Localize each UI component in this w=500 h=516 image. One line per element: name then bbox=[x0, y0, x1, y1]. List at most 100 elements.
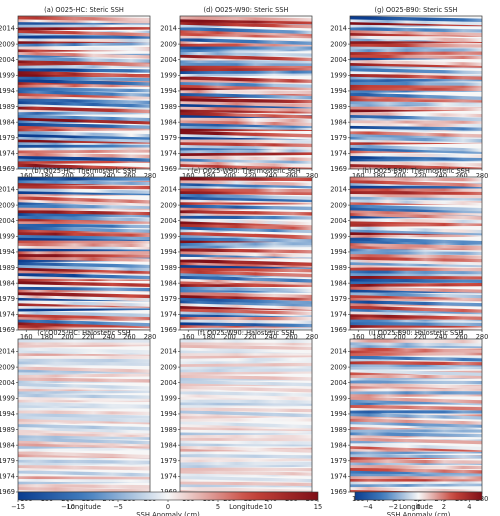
heatmap-band bbox=[350, 152, 482, 159]
panel-d: (d) O025-W90: Steric SSH 1969 1974 1979 1984… bbox=[160, 6, 318, 180]
y-tick-label: 2014 bbox=[160, 25, 177, 33]
heatmap-band bbox=[180, 21, 312, 29]
x-tick-label: 280 bbox=[476, 172, 489, 180]
heatmap-band bbox=[180, 76, 312, 83]
y-tick-label: 1979 bbox=[0, 134, 15, 142]
heatmap-band bbox=[18, 437, 150, 445]
heatmap-band bbox=[18, 486, 150, 492]
x-tick-label: 160 bbox=[352, 333, 365, 341]
x-axis-label: Longitude bbox=[67, 503, 101, 511]
y-tick-label: 2009 bbox=[330, 363, 347, 371]
heatmap-band bbox=[350, 253, 482, 259]
x-tick-label: 220 bbox=[414, 333, 427, 341]
heatmap-band bbox=[350, 48, 482, 53]
heatmap-band bbox=[180, 149, 312, 154]
heatmap-band bbox=[18, 267, 150, 274]
heatmap-band bbox=[180, 133, 312, 140]
heatmap-band bbox=[18, 78, 150, 86]
y-tick-label: 1999 bbox=[0, 72, 15, 80]
heatmap-band bbox=[180, 32, 312, 39]
heatmap-band bbox=[18, 401, 150, 409]
heatmap-band bbox=[350, 43, 482, 48]
panel-title: (e) O025-W90: Thermosteric SSH bbox=[191, 167, 300, 175]
panel-title: (g) O025-B90: Steric SSH bbox=[375, 6, 458, 14]
y-tick-label: 1974 bbox=[330, 473, 347, 481]
panel-g: (g) O025-B90: Steric SSH 1969 1974 1979 1984… bbox=[330, 6, 488, 180]
colorbar-bar bbox=[17, 491, 319, 501]
heatmap-band bbox=[350, 242, 482, 250]
heatmap-band bbox=[18, 29, 150, 37]
heatmap-band bbox=[180, 215, 312, 220]
heatmap-band bbox=[18, 310, 150, 318]
heatmap-band bbox=[18, 319, 150, 327]
heatmap-band bbox=[18, 393, 150, 399]
heatmap-band bbox=[180, 70, 312, 74]
heatmap-band bbox=[180, 374, 312, 381]
x-tick-label: 180 bbox=[41, 333, 54, 341]
heatmap-band bbox=[18, 459, 150, 464]
heatmap-band bbox=[350, 258, 482, 266]
heatmap-band bbox=[350, 467, 482, 474]
heatmap-band bbox=[350, 396, 482, 404]
x-tick-label: 280 bbox=[144, 172, 157, 180]
heatmap-band bbox=[18, 250, 150, 255]
x-tick-label: 180 bbox=[203, 333, 216, 341]
heatmap-band bbox=[18, 294, 150, 302]
heatmap-band bbox=[350, 198, 482, 206]
heatmap-band bbox=[350, 429, 482, 433]
heatmap-band bbox=[18, 87, 150, 93]
heatmap-band bbox=[18, 155, 150, 162]
heatmap-band bbox=[350, 87, 482, 92]
heatmap-band bbox=[350, 442, 482, 451]
heatmap-band bbox=[180, 158, 312, 164]
heatmap-band bbox=[350, 217, 482, 224]
heatmap-band bbox=[18, 261, 150, 269]
heatmap-band bbox=[18, 226, 150, 233]
x-tick-label: 280 bbox=[306, 172, 319, 180]
heatmap-band bbox=[350, 106, 482, 111]
y-tick-label: 2009 bbox=[160, 40, 177, 48]
heatmap-band bbox=[18, 100, 150, 108]
heatmap-band bbox=[18, 442, 150, 449]
y-tick-label: 2004 bbox=[0, 217, 15, 225]
heatmap-band bbox=[180, 160, 312, 168]
panel-c: (c) O025-HC: Halosteric SSH 1969 1974 1979 1… bbox=[0, 329, 156, 511]
y-tick-label: 1989 bbox=[330, 264, 347, 272]
heatmap-band bbox=[350, 119, 482, 124]
heatmap-band bbox=[18, 280, 150, 287]
x-axis-label: Longitude bbox=[399, 503, 433, 511]
y-tick-label: 1979 bbox=[160, 295, 177, 303]
y-tick-label: 1994 bbox=[160, 87, 177, 95]
heatmap-band bbox=[180, 46, 312, 50]
heatmap-band bbox=[18, 204, 150, 209]
y-tick-label: 1969 bbox=[330, 165, 347, 173]
y-tick-label: 1969 bbox=[330, 326, 347, 334]
heatmap-band bbox=[180, 84, 312, 91]
y-tick-label: 2004 bbox=[160, 379, 177, 387]
heatmap-band bbox=[350, 209, 482, 216]
y-tick-label: 1994 bbox=[0, 87, 15, 95]
y-tick-label: 1974 bbox=[160, 473, 177, 481]
heatmap-band bbox=[18, 415, 150, 423]
heatmap-band bbox=[18, 253, 150, 258]
heatmap-band bbox=[350, 321, 482, 327]
y-tick-label: 2014 bbox=[330, 25, 347, 33]
heatmap-band bbox=[180, 144, 312, 150]
heatmap-band bbox=[350, 67, 482, 75]
heatmap-band bbox=[18, 196, 150, 204]
heatmap-band bbox=[350, 147, 482, 155]
heatmap-band bbox=[18, 209, 150, 216]
x-tick-label: 180 bbox=[373, 333, 386, 341]
y-tick-label: 2009 bbox=[160, 363, 177, 371]
heatmap-band bbox=[180, 92, 312, 100]
panel-title: (f) O025-W90: Halosteric SSH bbox=[197, 329, 294, 337]
x-tick-label: 160 bbox=[182, 172, 195, 180]
y-tick-label: 2014 bbox=[0, 348, 15, 356]
heatmap-band bbox=[18, 358, 150, 363]
y-tick-label: 1989 bbox=[0, 264, 15, 272]
y-tick-label: 2004 bbox=[330, 217, 347, 225]
heatmap-band bbox=[350, 420, 482, 428]
y-tick-label: 2009 bbox=[330, 40, 347, 48]
heatmap-band bbox=[350, 339, 482, 344]
